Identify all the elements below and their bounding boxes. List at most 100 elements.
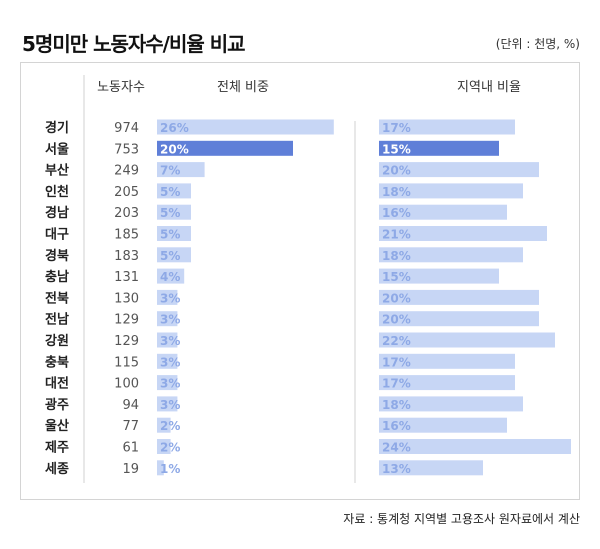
ratio-bar [379, 162, 539, 178]
ratio-bar [379, 460, 483, 476]
region-label: 경남 [45, 205, 69, 221]
region-label: 대전 [45, 376, 69, 392]
workers-value: 61 [122, 441, 139, 456]
ratio-label: 20% [382, 164, 411, 178]
share-label: 5% [160, 185, 180, 199]
ratio-bar [379, 353, 515, 369]
header-workers: 노동자수 [97, 80, 145, 95]
share-bar [157, 204, 191, 220]
share-label: 5% [160, 206, 180, 220]
source-note: 자료 : 통계청 지역별 고용조사 원자료에서 계산 [343, 512, 580, 526]
workers-value: 129 [114, 313, 139, 328]
ratio-label: 20% [382, 291, 411, 305]
region-label: 충남 [45, 269, 69, 285]
ratio-bar [379, 247, 523, 263]
region-label: 부산 [45, 163, 69, 179]
ratio-bar [379, 311, 539, 327]
ratio-label: 21% [382, 228, 411, 242]
share-label: 3% [160, 291, 180, 305]
workers-value: 129 [114, 334, 139, 349]
region-label: 전북 [45, 290, 69, 306]
share-bar [157, 140, 293, 156]
workers-value: 131 [114, 270, 139, 285]
share-label: 5% [160, 228, 180, 242]
workers-value: 19 [122, 462, 139, 477]
region-label: 울산 [45, 418, 69, 434]
share-label: 3% [160, 334, 180, 348]
share-label: 2% [160, 441, 180, 455]
share-label: 4% [160, 270, 180, 284]
share-bar [157, 375, 178, 391]
share-bar [157, 226, 191, 241]
ratio-bar [379, 226, 547, 241]
region-label: 강원 [45, 333, 69, 349]
share-label: 3% [160, 377, 180, 391]
ratio-label: 18% [382, 249, 411, 263]
ratio-label: 20% [382, 313, 411, 327]
share-bar [157, 417, 171, 433]
ratio-bar [379, 439, 571, 454]
workers-value: 183 [114, 249, 139, 264]
ratio-bar [379, 183, 523, 199]
region-label: 광주 [45, 398, 69, 413]
ratio-label: 16% [382, 206, 411, 220]
share-label: 2% [160, 419, 180, 433]
ratio-bar [379, 396, 523, 412]
share-bar [157, 396, 178, 412]
ratio-bar [379, 289, 539, 305]
share-bar [157, 162, 205, 178]
workers-value: 100 [114, 377, 139, 392]
region-label: 충북 [45, 354, 69, 370]
ratio-label: 18% [382, 185, 411, 199]
workers-value: 130 [114, 291, 139, 306]
ratio-bar [379, 140, 499, 156]
share-bar [157, 439, 171, 454]
region-label: 제주 [45, 441, 69, 456]
share-label: 1% [160, 462, 180, 476]
ratio-label: 22% [382, 334, 411, 348]
header-ratio: 지역내 비율 [457, 80, 521, 95]
region-label: 인천 [45, 184, 69, 200]
workers-value: 77 [122, 419, 139, 434]
share-label: 20% [160, 142, 189, 156]
share-bar [157, 353, 178, 369]
ratio-bar [379, 204, 507, 220]
ratio-label: 24% [382, 441, 411, 455]
region-label: 대구 [45, 228, 69, 243]
share-label: 3% [160, 313, 180, 327]
workers-value: 205 [114, 185, 139, 200]
ratio-bar [379, 332, 555, 348]
workers-value: 203 [114, 206, 139, 221]
ratio-label: 13% [382, 462, 411, 476]
region-label: 경북 [45, 248, 69, 264]
region-label: 경기 [45, 120, 69, 136]
header-share: 전체 비중 [217, 80, 269, 95]
ratio-label: 15% [382, 142, 411, 156]
share-bar [157, 268, 185, 284]
workers-value: 249 [114, 164, 139, 179]
share-bar [157, 311, 178, 327]
workers-value: 94 [122, 398, 139, 413]
share-bar [157, 183, 191, 199]
unit-note: (단위 : 천명, %) [495, 37, 580, 51]
share-bar [157, 460, 164, 476]
share-bar [157, 332, 178, 348]
share-label: 5% [160, 249, 180, 263]
ratio-label: 15% [382, 270, 411, 284]
share-label: 3% [160, 355, 180, 369]
ratio-label: 16% [382, 419, 411, 433]
share-label: 7% [160, 164, 180, 178]
ratio-label: 17% [382, 121, 411, 135]
share-bar [157, 247, 191, 263]
chart-title: 5명미만 노동자수/비율 비교 [22, 32, 246, 56]
share-label: 3% [160, 398, 180, 412]
ratio-bar [379, 268, 499, 284]
region-label: 전남 [45, 312, 69, 328]
workers-value: 974 [114, 121, 139, 136]
region-label: 세종 [45, 462, 69, 477]
workers-value: 753 [114, 142, 139, 157]
ratio-bar [379, 119, 515, 135]
ratio-label: 17% [382, 355, 411, 369]
workers-value: 185 [114, 228, 139, 243]
